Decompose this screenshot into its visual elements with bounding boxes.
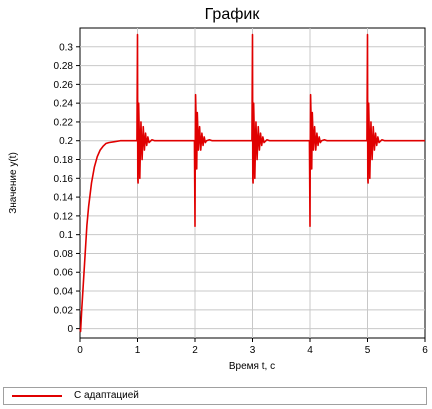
x-tick-label: 3 [250,345,256,356]
y-tick-label: 0.16 [54,174,74,185]
chart: График 0 1 2 3 4 5 6 0 0.02 0.04 0.06 0.08 0.1 0.12 0.… [8,6,429,372]
x-tick-label: 2 [192,345,198,356]
legend-swatch [12,395,62,397]
y-tick-label: 0.26 [54,80,74,91]
y-tick-label: 0.18 [54,155,74,166]
x-tick-label: 5 [365,345,371,356]
y-tick-label: 0 [67,324,73,335]
series-group [79,33,425,333]
x-tick-label: 6 [422,345,428,356]
y-tick-label: 0.1 [59,230,73,241]
axis-ticks: 0 1 2 3 4 5 6 0 0.02 0.04 0.06 0.08 0.1 0.12 0.14 0.16 0… [54,42,429,356]
y-tick-label: 0.28 [54,61,74,72]
y-tick-label: 0.3 [59,42,73,53]
y-axis-label: Значение y(t) [8,152,19,214]
y-tick-label: 0.2 [59,136,73,147]
legend: С адаптацией [3,387,427,405]
y-tick-label: 0.24 [54,99,74,110]
x-tick-label: 4 [307,345,313,356]
x-tick-label: 1 [135,345,141,356]
series-line-0 [79,33,425,333]
y-tick-label: 0.12 [54,211,74,222]
y-tick-label: 0.22 [54,117,74,128]
y-tick-label: 0.08 [54,249,74,260]
legend-label: С адаптацией [74,390,139,401]
y-tick-label: 0.06 [54,268,74,279]
x-tick-label: 0 [77,345,83,356]
x-axis-label: Время t, c [229,361,275,372]
y-tick-label: 0.04 [54,287,74,298]
y-tick-label: 0.14 [54,193,74,204]
chart-title: График [205,6,261,23]
y-tick-label: 0.02 [54,305,74,316]
